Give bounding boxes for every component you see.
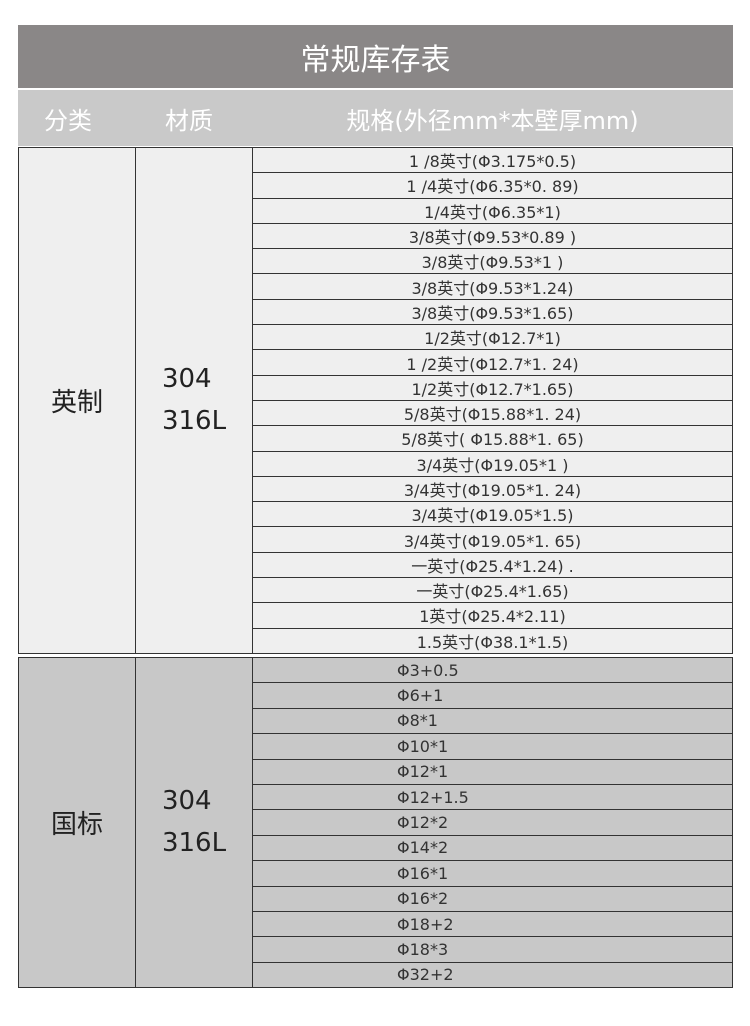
spec-row: 1 /2英寸(Φ12.7*1. 24) [253, 350, 732, 376]
category-cell: 英制 [19, 148, 136, 653]
spec-row: Φ16*1 [253, 861, 732, 887]
spec-row: Φ18+2 [253, 912, 732, 938]
spec-row: 3/8英寸(Φ9.53*1.24) [253, 274, 732, 300]
table-title: 常规库存表 [18, 25, 733, 88]
spec-list: 1 /8英寸(Φ3.175*0.5) 1 /4英寸(Φ6.35*0. 89) 1/4… [253, 148, 732, 653]
material-cell: 304 316L [136, 658, 253, 987]
spec-row: 1 /4英寸(Φ6.35*0. 89) [253, 173, 732, 199]
category-cell: 国标 [19, 658, 136, 987]
spec-row: Φ14*2 [253, 836, 732, 862]
material-value: 316L [161, 827, 227, 858]
spec-row: Φ12*1 [253, 760, 732, 785]
spec-row: 3/8英寸(Φ9.53*0.89 ) [253, 224, 732, 250]
spec-row: Φ8*1 [253, 709, 732, 735]
spec-row: 1/2英寸(Φ12.7*1) [253, 325, 732, 351]
material-cell: 304 316L [136, 148, 253, 653]
spec-row: Φ10*1 [253, 734, 732, 760]
spec-row: 1.5英寸(Φ38.1*1.5) [416, 632, 569, 652]
spec-row: 3/4英寸(Φ19.05*1.5) [253, 502, 732, 528]
spec-row: Φ18*3 [253, 937, 732, 963]
spec-row: Φ6+1 [253, 683, 732, 709]
spec-row: Φ16*2 [253, 887, 732, 912]
spec-row: 1 /8英寸(Φ3.175*0.5) [253, 148, 732, 174]
spec-row: 5/8英寸(Φ15.88*1. 24) [253, 401, 732, 427]
header-material: 材质 [165, 106, 213, 135]
spec-row: 一英寸(Φ25.4*1.24) . [253, 553, 732, 579]
table-header: 分类 材质 规格(外径mm*本壁厚mm) [18, 90, 733, 146]
spec-row: Φ12+1.5 [253, 785, 732, 811]
spec-row: 1英寸(Φ25.4*2.11) [253, 603, 732, 629]
section-imperial: 英制 304 316L 1 /8英寸(Φ3.175*0.5) 1 /4英寸(Φ6.35*… [18, 147, 733, 654]
spec-row: Φ3+0.5 [253, 658, 732, 684]
header-spec: 规格(外径mm*本壁厚mm) [346, 106, 639, 135]
spec-row: 3/4英寸(Φ19.05*1 ) [253, 452, 732, 477]
spec-list: Φ3+0.5 Φ6+1 Φ8*1 Φ10*1 Φ12*1 Φ12+1.5 Φ12*2 Φ14*… [253, 658, 732, 987]
spec-row: 3/4英寸(Φ19.05*1. 65) [253, 527, 732, 553]
spec-row: 1/4英寸(Φ6.35*1) [253, 199, 732, 224]
spec-row: Φ32+2 [397, 965, 454, 985]
header-category: 分类 [44, 106, 92, 135]
spec-row: 一英寸(Φ25.4*1.65) [253, 578, 732, 604]
section-national-standard: 国标 304 316L Φ3+0.5 Φ6+1 Φ8*1 Φ10*1 Φ12*1 Φ12+1.5… [18, 657, 733, 988]
material-value: 304 [161, 785, 212, 816]
material-value: 316L [161, 405, 227, 436]
spec-row: 3/8英寸(Φ9.53*1 ) [253, 249, 732, 275]
spec-row: 5/8英寸( Φ15.88*1. 65) [253, 426, 732, 452]
spec-row: 1/2英寸(Φ12.7*1.65) [253, 376, 732, 401]
spec-row: 3/8英寸(Φ9.53*1.65) [253, 300, 732, 326]
spec-row: 3/4英寸(Φ19.05*1. 24) [253, 477, 732, 503]
material-value: 304 [161, 363, 212, 394]
spec-row: Φ12*2 [253, 810, 732, 836]
